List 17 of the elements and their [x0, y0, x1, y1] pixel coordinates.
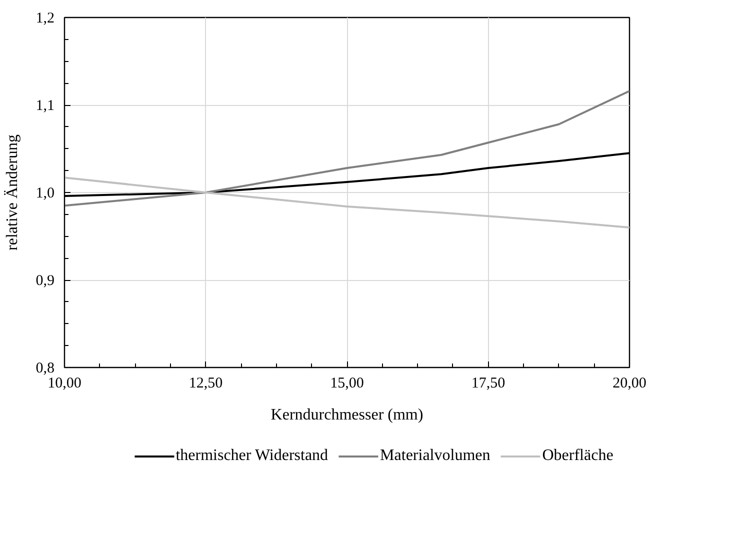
y-tick-label: 0,8 [36, 360, 54, 376]
y-tick-label: 0,9 [36, 273, 54, 289]
y-axis-title: relative Änderung [4, 134, 21, 250]
x-axis-title: Kerndurchmesser (mm) [270, 406, 424, 424]
line-series [64, 176, 630, 228]
y-tick-label: 1,2 [36, 10, 54, 26]
x-tick-label: 10,00 [48, 376, 82, 392]
line-series [64, 90, 630, 207]
x-tick-label: 15,00 [330, 376, 364, 392]
legend-label: thermischer Widerstand [176, 447, 328, 465]
x-tick-label: 12,50 [188, 376, 223, 392]
legend-label: Oberfläche [542, 447, 614, 465]
x-tick-label: 17,50 [471, 376, 506, 392]
x-tick-label: 20,00 [612, 376, 646, 392]
legend-label: Materialvolumen [380, 447, 490, 465]
y-tick-label: 1,0 [36, 186, 54, 202]
y-tick-label: 1,1 [36, 98, 54, 114]
